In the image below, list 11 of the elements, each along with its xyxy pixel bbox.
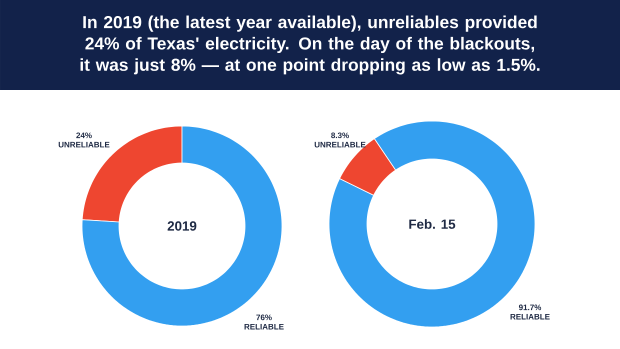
chart-title: In 2019 (the latest year available), unreliables provided 24% of Texas' electricity. On the day of the blackouts, it was just 8% — at one point dropping as low as 1.5%.	[80, 16, 540, 74]
data-label: 91.7%	[518, 304, 542, 310]
slice-label: RELIABLE	[244, 324, 284, 330]
text: Feb. 15	[409, 219, 456, 229]
slice-label: RELIABLE	[510, 314, 550, 320]
data-label: 8.3%	[331, 132, 349, 138]
slice-label: UNRELIABLE	[314, 142, 366, 148]
data-label: 24%	[76, 132, 92, 138]
text: 2019	[168, 221, 196, 231]
slice-label: UNRELIABLE	[58, 142, 110, 148]
data-label: 76%	[256, 314, 272, 320]
